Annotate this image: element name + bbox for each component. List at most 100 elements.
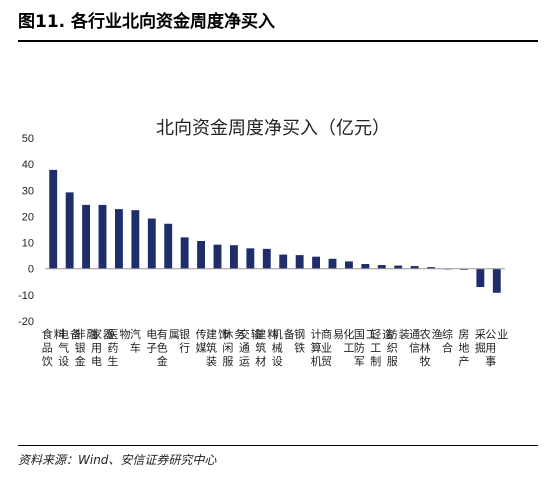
x-tick-label: 电气设 备 bbox=[58, 327, 81, 368]
source-note: 资料来源：Wind、安信证券研究中心 bbox=[18, 453, 217, 467]
x-tick-char: 车 bbox=[130, 340, 141, 354]
x-tick-char: 业 bbox=[321, 341, 332, 354]
x-tick-char: 服 bbox=[222, 355, 233, 368]
x-tick-char: 牧 bbox=[420, 354, 431, 368]
x-tick-char: 媒 bbox=[196, 341, 207, 354]
x-tick-char: 食 bbox=[42, 327, 53, 341]
y-tick-label: 50 bbox=[22, 133, 34, 145]
x-tick-char: 防 bbox=[354, 340, 365, 354]
x-tick-char: 务 bbox=[234, 328, 245, 341]
x-tick-char: 机 bbox=[311, 354, 322, 368]
y-tick-label: -20 bbox=[18, 316, 34, 328]
x-tick-char: 制 bbox=[370, 355, 381, 368]
x-tick-char: 料 bbox=[267, 327, 278, 341]
bar bbox=[328, 258, 337, 269]
x-tick-char: 造 bbox=[382, 327, 393, 341]
x-tick-char: 属 bbox=[169, 328, 180, 341]
bar bbox=[459, 268, 468, 270]
x-tick-char: 产 bbox=[458, 354, 469, 368]
x-tick-char: 公 bbox=[485, 328, 496, 341]
x-tick-char: 物 bbox=[119, 327, 130, 341]
y-axis: -20 -10 0 10 20 30 40 50 bbox=[18, 133, 34, 328]
x-tick-char: 药 bbox=[107, 341, 118, 354]
x-tick-label: 化工 bbox=[343, 327, 354, 354]
x-tick-label: 机械设 备 bbox=[272, 327, 295, 368]
bar bbox=[394, 265, 403, 269]
x-tick-char: 备 bbox=[70, 327, 81, 341]
x-tick-label: 通信 bbox=[409, 328, 420, 354]
x-tick-char: 闲 bbox=[222, 340, 233, 354]
x-tick-char: 林 bbox=[420, 340, 431, 354]
bar bbox=[213, 244, 222, 269]
x-tick-char: 用 bbox=[91, 341, 102, 354]
x-tick-char: 掘 bbox=[475, 340, 486, 354]
bar bbox=[180, 237, 189, 269]
x-tick-char: 用 bbox=[485, 341, 496, 354]
bar bbox=[131, 210, 140, 269]
x-tick-char: 银 bbox=[179, 327, 190, 341]
bar bbox=[377, 265, 386, 269]
x-tick-char: 事 bbox=[485, 355, 496, 368]
x-tick-char: 钢 bbox=[294, 328, 305, 341]
x-tick-char: 商 bbox=[321, 327, 332, 341]
chart-title: 北向资金周度净买入（亿元） bbox=[156, 118, 390, 139]
x-tick-char: 铁 bbox=[294, 341, 305, 354]
header-divider bbox=[18, 40, 538, 42]
x-tick-char: 备 bbox=[284, 327, 295, 341]
bar bbox=[492, 268, 501, 293]
x-tick-char: 电 bbox=[91, 355, 102, 368]
x-tick-label: 交通运 输 bbox=[239, 327, 262, 368]
x-tick-char: 饰 bbox=[218, 327, 229, 341]
y-tick-label: 40 bbox=[22, 159, 34, 171]
x-tick-label: 休闲服 务 bbox=[222, 328, 245, 368]
x-tick-char: 装 bbox=[206, 355, 217, 368]
x-tick-char: 易 bbox=[333, 328, 344, 341]
x-tick-char: 通 bbox=[239, 341, 250, 354]
bar bbox=[98, 204, 107, 269]
x-tick-char: 械 bbox=[272, 340, 283, 354]
x-tick-char: 业 bbox=[497, 328, 508, 341]
x-tick-char: 采 bbox=[475, 328, 486, 341]
bars bbox=[49, 169, 501, 293]
x-tick-char: 汽 bbox=[130, 327, 141, 341]
x-tick-char: 生 bbox=[107, 354, 118, 368]
x-tick-label: 电子 bbox=[146, 328, 157, 354]
bar bbox=[262, 248, 271, 269]
x-tick-label: 轻工制 造 bbox=[370, 327, 393, 368]
bar bbox=[114, 209, 123, 269]
x-tick-char: 化 bbox=[343, 327, 354, 341]
x-tick-char: 合 bbox=[442, 340, 453, 354]
x-tick-char: 计 bbox=[311, 328, 322, 341]
x-tick-char: 饮 bbox=[42, 355, 53, 368]
x-tick-char: 器 bbox=[103, 328, 114, 341]
x-tick-char: 筑 bbox=[255, 340, 266, 354]
x-tick-char: 设 bbox=[58, 355, 69, 368]
bar bbox=[361, 264, 370, 269]
x-tick-char: 织 bbox=[387, 341, 398, 354]
x-tick-label: 传媒 bbox=[196, 328, 207, 354]
x-tick-char: 建 bbox=[206, 327, 217, 341]
x-tick-char: 贸 bbox=[321, 355, 332, 368]
x-tick-label: 房地产 bbox=[458, 328, 469, 368]
x-tick-char: 轻 bbox=[370, 327, 381, 341]
x-tick-label: 国防军 工 bbox=[354, 328, 377, 368]
bar bbox=[295, 255, 304, 269]
x-tick-char: 气 bbox=[58, 340, 69, 354]
x-tick-label: 综合 bbox=[442, 327, 453, 354]
x-tick-char: 机 bbox=[272, 327, 283, 341]
footer-divider bbox=[18, 445, 538, 446]
bar bbox=[229, 245, 238, 269]
x-tick-char: 色 bbox=[157, 340, 168, 354]
x-tick-char: 传 bbox=[196, 328, 207, 341]
x-tick-char: 建 bbox=[255, 327, 266, 341]
x-tick-char: 渔 bbox=[432, 328, 443, 341]
bar bbox=[246, 248, 255, 269]
x-tick-char: 信 bbox=[409, 341, 420, 354]
x-tick-char: 输 bbox=[251, 327, 262, 341]
bar bbox=[164, 223, 173, 269]
bar bbox=[82, 204, 91, 269]
